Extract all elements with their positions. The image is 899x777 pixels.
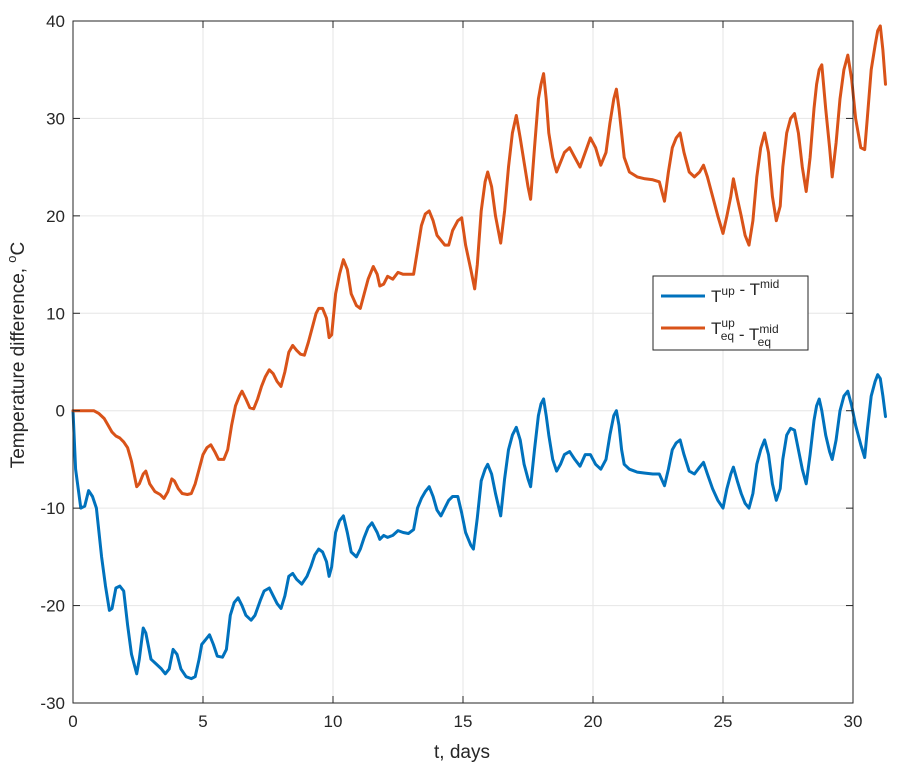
- legend-box: [652, 275, 809, 351]
- y-tick-label: -20: [40, 597, 65, 616]
- legend-label-2: Tup eq - Tmid eq: [711, 316, 779, 349]
- legend-label-1: Tup - Tmid: [711, 277, 779, 306]
- y-axis-label: Temperature difference, oC: [4, 242, 29, 469]
- y-axis-label-unit: C: [8, 242, 29, 256]
- x-tick-label: 30: [844, 712, 863, 731]
- axis-ticks: 0 5 10 15 20 25 30 -30 -20 -10 0 10 20 30 40: [40, 12, 862, 731]
- x-tick-label: 10: [324, 712, 343, 731]
- x-tick-label: 20: [584, 712, 603, 731]
- x-tick-label: 25: [714, 712, 733, 731]
- x-tick-label: 15: [454, 712, 473, 731]
- y-tick-label: 10: [46, 304, 65, 323]
- series-lines: [71, 24, 887, 681]
- y-tick-label: 0: [56, 402, 65, 421]
- y-tick-label: -10: [40, 499, 65, 518]
- series-line-2: [71, 24, 887, 500]
- y-tick-label: -30: [40, 694, 65, 713]
- series-line-1: [71, 373, 887, 681]
- y-tick-label: 40: [46, 12, 65, 31]
- y-axis-label-sup: o: [4, 255, 19, 262]
- y-axis-label-main: Temperature difference,: [8, 263, 29, 469]
- y-tick-label: 20: [46, 207, 65, 226]
- y-tick-label: 30: [46, 109, 65, 128]
- x-axis-label: t, days: [434, 742, 490, 763]
- x-tick-label: 5: [198, 712, 207, 731]
- x-tick-label: 0: [68, 712, 77, 731]
- legend: Tup - Tmid Tup eq - Tmid eq: [652, 275, 809, 351]
